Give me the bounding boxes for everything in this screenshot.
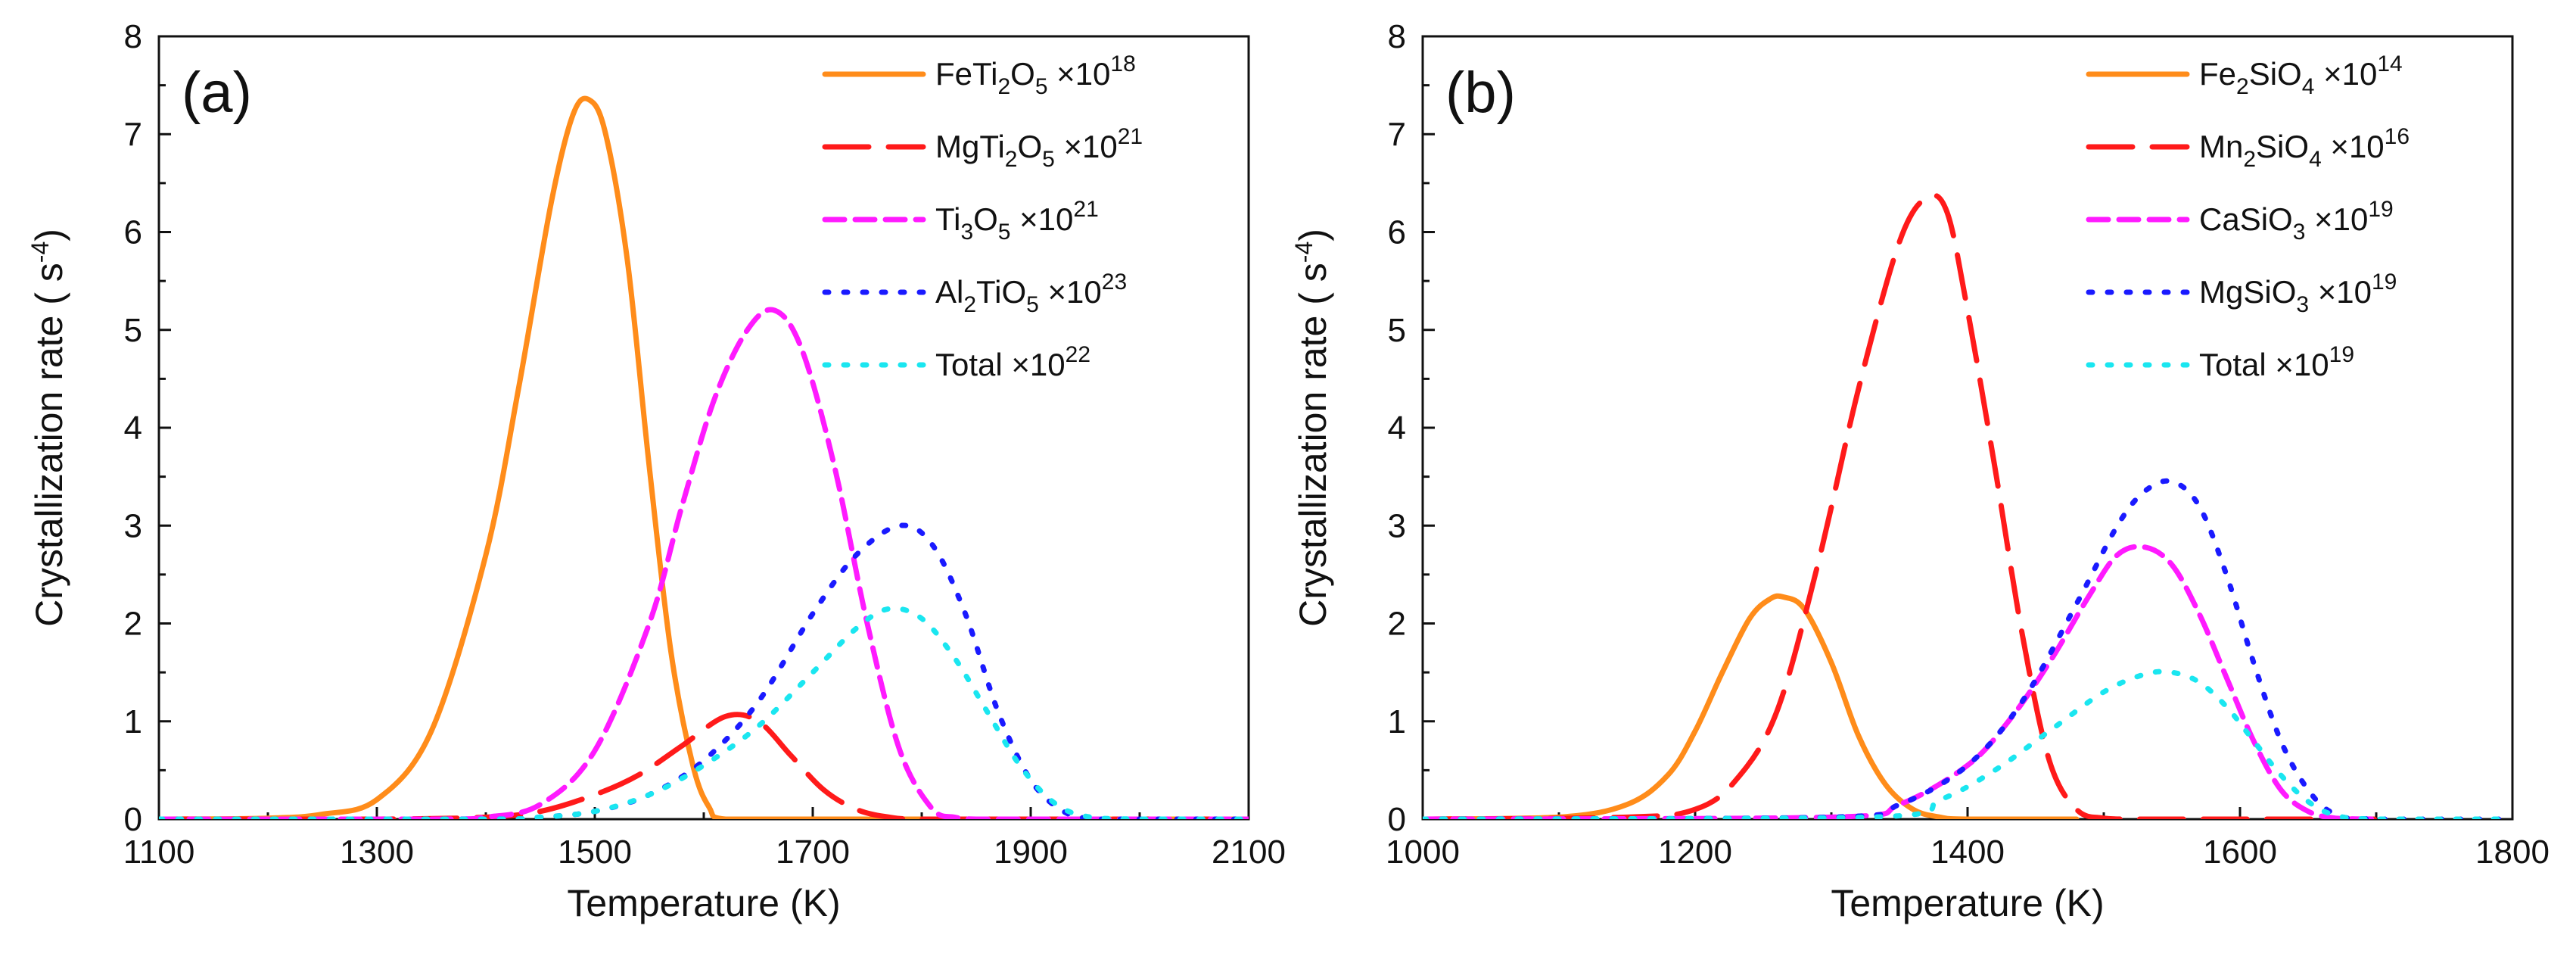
x-tick-label: 1600 bbox=[2203, 834, 2277, 871]
series-line-fe2sio4 bbox=[1423, 593, 2080, 819]
y-tick-label: 1 bbox=[124, 703, 142, 740]
x-tick-label: 1100 bbox=[123, 834, 195, 871]
y-tick-label: 2 bbox=[1388, 606, 1406, 643]
y-tick-label: 8 bbox=[1388, 18, 1406, 55]
y-tick-label: 2 bbox=[124, 606, 142, 643]
series-line-total bbox=[159, 606, 1249, 819]
y-tick-label: 6 bbox=[1388, 214, 1406, 251]
x-tick-label: 1500 bbox=[558, 834, 632, 871]
legend-label: MgTi2O5 ×1021 bbox=[935, 124, 1143, 172]
legend-label: MgSiO3 ×1019 bbox=[2199, 270, 2397, 317]
y-tick-label: 8 bbox=[124, 18, 142, 55]
y-axis-title: Crystallization rate ( s-4) bbox=[1290, 229, 1334, 627]
panel-label: (a) bbox=[182, 61, 252, 125]
legend-label: Total ×1019 bbox=[2199, 342, 2354, 382]
y-tick-label: 3 bbox=[124, 507, 142, 544]
panel-label: (b) bbox=[1445, 61, 1516, 125]
series-line-mgti2o5 bbox=[159, 712, 1249, 819]
y-tick-label: 7 bbox=[1388, 116, 1406, 153]
y-tick-label: 6 bbox=[124, 214, 142, 251]
x-axis-title: Temperature (K) bbox=[1831, 882, 2104, 924]
series-line-mgsio3 bbox=[1423, 478, 2512, 819]
y-tick-label: 0 bbox=[124, 801, 142, 838]
x-tick-label: 1300 bbox=[340, 834, 414, 871]
y-tick-label: 5 bbox=[1388, 312, 1406, 349]
x-tick-label: 1800 bbox=[2475, 834, 2550, 871]
series-line-mn2sio4 bbox=[1423, 192, 2379, 819]
panel-1: 1000 1200 1400 1600 1800 0 1 2 3 4 5 6 7 8 Temperature… bbox=[1290, 18, 2550, 924]
legend-label: FeTi2O5 ×1018 bbox=[935, 51, 1136, 99]
series-line-ti3o5 bbox=[159, 307, 1249, 819]
x-tick-label: 1000 bbox=[1386, 834, 1460, 871]
legend-label: Mn2SiO4 ×1016 bbox=[2199, 124, 2410, 172]
x-tick-label: 1200 bbox=[1658, 834, 1732, 871]
series-line-al2tio5 bbox=[159, 522, 1249, 819]
legend-label: Fe2SiO4 ×1014 bbox=[2199, 51, 2403, 99]
y-tick-label: 4 bbox=[124, 410, 142, 447]
legend-label: Al2TiO5 ×1023 bbox=[935, 270, 1127, 317]
y-tick-label: 4 bbox=[1388, 410, 1406, 447]
series-line-casio3 bbox=[1423, 544, 2379, 819]
legend-label: Ti3O5 ×1021 bbox=[935, 197, 1099, 245]
y-tick-label: 5 bbox=[124, 312, 142, 349]
x-tick-label: 1700 bbox=[776, 834, 850, 871]
y-tick-label: 3 bbox=[1388, 507, 1406, 544]
legend-label: CaSiO3 ×1019 bbox=[2199, 197, 2394, 245]
panel-0: 1100 1300 1500 1700 1900 2100 0 1 2 3 4 5 6 7 8 Tempera… bbox=[26, 18, 1286, 924]
x-axis-title: Temperature (K) bbox=[567, 882, 840, 924]
x-tick-label: 1400 bbox=[1930, 834, 2005, 871]
y-axis-title: Crystallization rate ( s-4) bbox=[26, 229, 70, 627]
y-tick-label: 0 bbox=[1388, 801, 1406, 838]
y-tick-label: 7 bbox=[124, 116, 142, 153]
x-tick-label: 2100 bbox=[1212, 834, 1286, 871]
x-tick-label: 1900 bbox=[994, 834, 1068, 871]
y-tick-label: 1 bbox=[1388, 703, 1406, 740]
series-line-feti2o5 bbox=[159, 95, 1249, 819]
series-line-total bbox=[1423, 668, 2512, 819]
legend-label: Total ×1022 bbox=[935, 342, 1090, 382]
